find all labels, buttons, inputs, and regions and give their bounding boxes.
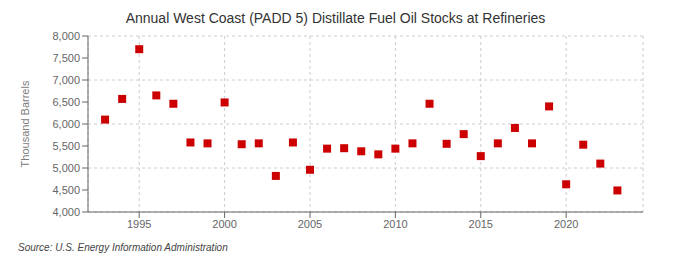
svg-text:2015: 2015 bbox=[469, 218, 493, 230]
svg-text:6,000: 6,000 bbox=[52, 118, 80, 130]
svg-text:Thousand Barrels: Thousand Barrels bbox=[19, 80, 31, 167]
svg-text:6,500: 6,500 bbox=[52, 96, 80, 108]
svg-text:4,000: 4,000 bbox=[52, 206, 80, 218]
svg-text:1995: 1995 bbox=[127, 218, 151, 230]
svg-text:2020: 2020 bbox=[554, 218, 578, 230]
svg-text:2005: 2005 bbox=[298, 218, 322, 230]
svg-text:8,000: 8,000 bbox=[52, 30, 80, 42]
svg-text:2000: 2000 bbox=[212, 218, 236, 230]
html-text:Annual West Coast (PADD 5) Dis: Annual West Coast (PADD 5) Distillate Fu… bbox=[125, 10, 546, 26]
svg-text:5,500: 5,500 bbox=[52, 140, 80, 152]
svg-text:7,500: 7,500 bbox=[52, 52, 80, 64]
svg-text:4,500: 4,500 bbox=[52, 184, 80, 196]
html-text:Source: U.S. Energy Informatio: Source: U.S. Energy Information Administ… bbox=[18, 242, 228, 253]
svg-text:5,000: 5,000 bbox=[52, 162, 80, 174]
svg-text:2010: 2010 bbox=[383, 218, 407, 230]
svg-text:7,000: 7,000 bbox=[52, 74, 80, 86]
